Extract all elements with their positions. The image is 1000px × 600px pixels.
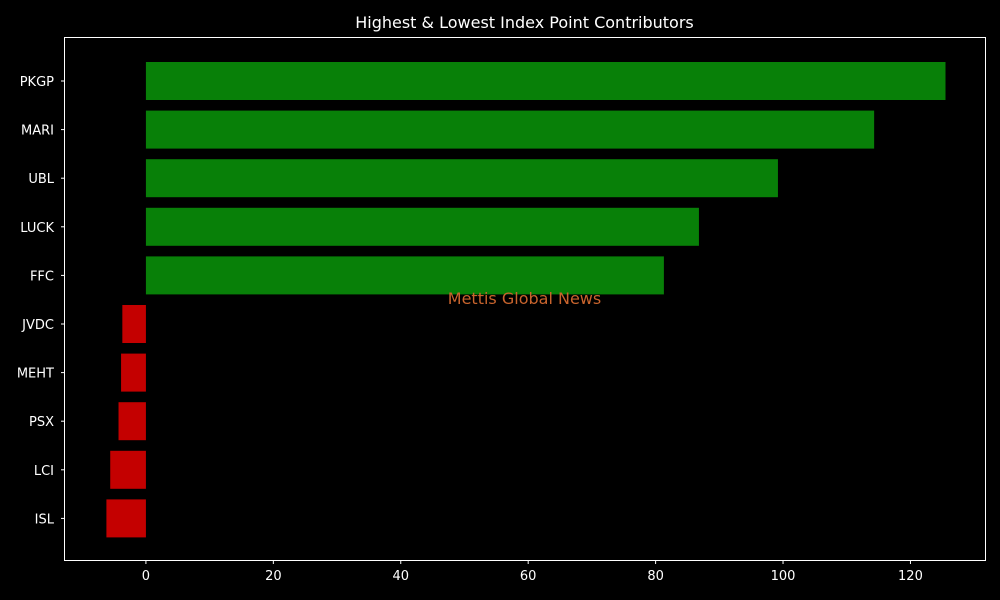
bar-pkgp xyxy=(145,62,946,100)
x-tick-label: 0 xyxy=(142,569,150,584)
x-tick-label: 40 xyxy=(392,569,409,584)
y-tick-label: ISL xyxy=(35,512,55,527)
plot-frame xyxy=(64,37,986,561)
y-tick-label: JVDC xyxy=(21,318,54,333)
y-tick-label: UBL xyxy=(28,172,54,187)
y-tick-label: PSX xyxy=(29,415,54,430)
y-tick-label: LUCK xyxy=(20,221,54,236)
bar-meht xyxy=(121,353,146,392)
chart-title: Highest & Lowest Index Point Contributor… xyxy=(355,13,694,32)
x-tick-label: 60 xyxy=(520,569,537,584)
bar-jvdc xyxy=(122,305,146,343)
bar-mari xyxy=(145,110,875,149)
bar-isl xyxy=(106,499,146,538)
x-tick-label: 100 xyxy=(771,569,796,584)
y-axis-ticks: PKGP MARI UBL LUCK FFC JVDC MEHT PSX LCI ISL xyxy=(17,75,65,527)
bars-group xyxy=(106,62,946,538)
bar-ffc xyxy=(145,256,664,295)
x-tick-label: 20 xyxy=(265,569,282,584)
y-tick-label: MARI xyxy=(21,124,54,139)
y-tick-label: LCI xyxy=(34,464,54,479)
bar-lci xyxy=(110,450,146,489)
x-axis-ticks: 0 20 40 60 80 100 120 xyxy=(142,560,923,584)
watermark-text: Mettis Global News xyxy=(448,289,601,308)
y-tick-label: MEHT xyxy=(17,367,54,382)
bar-luck xyxy=(145,207,699,246)
bar-ubl xyxy=(145,159,778,198)
bar-psx xyxy=(118,402,146,441)
y-tick-label: FFC xyxy=(30,269,54,284)
y-tick-label: PKGP xyxy=(20,75,54,90)
x-tick-label: 120 xyxy=(898,569,923,584)
x-tick-label: 80 xyxy=(647,569,664,584)
